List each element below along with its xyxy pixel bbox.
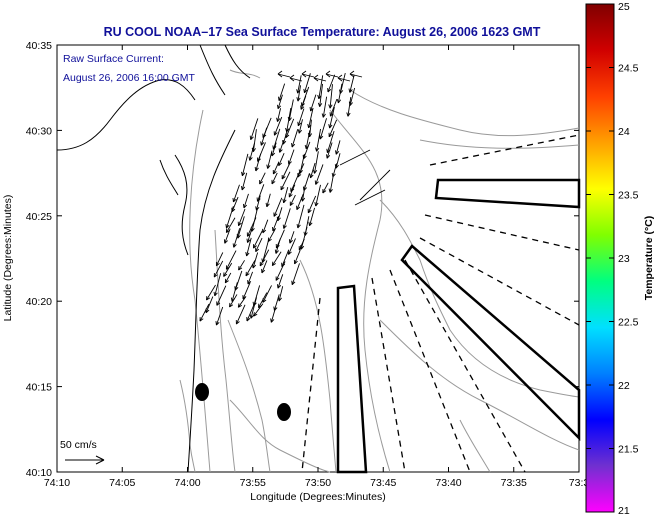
colorbar-tick-label: 23	[618, 253, 630, 265]
x-tick-label: 74:05	[109, 477, 135, 489]
y-tick-label: 40:30	[26, 125, 52, 137]
x-tick-label: 74:10	[44, 477, 70, 489]
colorbar-tick-label: 24	[618, 126, 630, 138]
x-tick-label: 73:55	[240, 477, 266, 489]
bathymetry-contours	[179, 69, 580, 473]
vector-scale-arrow	[65, 455, 105, 465]
colorbar-label: Temperature (°C)	[643, 216, 655, 301]
x-tick-label: 74:00	[174, 477, 200, 489]
y-tick-label: 40:25	[26, 211, 52, 223]
vessel-marker	[277, 403, 291, 421]
y-tick-label: 40:35	[26, 40, 52, 52]
y-axis-label: Latitude (Degrees:Minutes)	[2, 195, 14, 322]
map-content	[56, 44, 581, 474]
vector-scale-label: 50 cm/s	[60, 439, 97, 451]
colorbar-tick-label: 24.5	[618, 63, 639, 75]
y-tick-label: 40:10	[26, 467, 52, 479]
y-tick-label: 40:15	[26, 382, 52, 394]
raw-current-label: Raw Surface Current:	[63, 53, 164, 65]
colorbar-tick-label: 25	[618, 1, 630, 13]
raw-current-time: August 26, 2006 16:00 GMT	[63, 72, 196, 84]
y-axis-ticks: 40:35 40:30 40:25 40:20 40:15 40:10	[26, 40, 579, 479]
colorbar-tick-label: 23.5	[618, 190, 639, 202]
colorbar-tick-label: 21	[618, 505, 630, 517]
x-axis-label: Longitude (Degrees:Minutes)	[250, 491, 385, 503]
figure-title: RU COOL NOAA–17 Sea Surface Temperature:…	[104, 25, 541, 39]
colorbar-ticks: 25 24.5 24 23.5 23 22.5 22 21.5 21	[586, 1, 639, 517]
x-tick-label: 73:50	[305, 477, 331, 489]
sampling-boxes	[336, 178, 581, 474]
x-axis-ticks: 74:10 74:05 74:00 73:55 73:50 73:45 73:40 73:35…	[44, 45, 590, 489]
colorbar-tick-label: 22	[618, 380, 630, 392]
map-frame	[56, 44, 580, 473]
vessel-marker	[195, 383, 209, 401]
colorbar-tick-label: 22.5	[618, 317, 639, 329]
y-tick-label: 40:20	[26, 296, 52, 308]
x-tick-label: 73:35	[501, 477, 527, 489]
x-tick-label: 73:45	[370, 477, 396, 489]
x-tick-label: 73:3	[569, 477, 590, 489]
x-tick-label: 73:40	[435, 477, 461, 489]
radial-dashed-lines	[301, 134, 580, 473]
colorbar-tick-label: 21.5	[618, 444, 639, 456]
coastline	[56, 44, 251, 473]
surface-current-vectors	[199, 70, 391, 326]
